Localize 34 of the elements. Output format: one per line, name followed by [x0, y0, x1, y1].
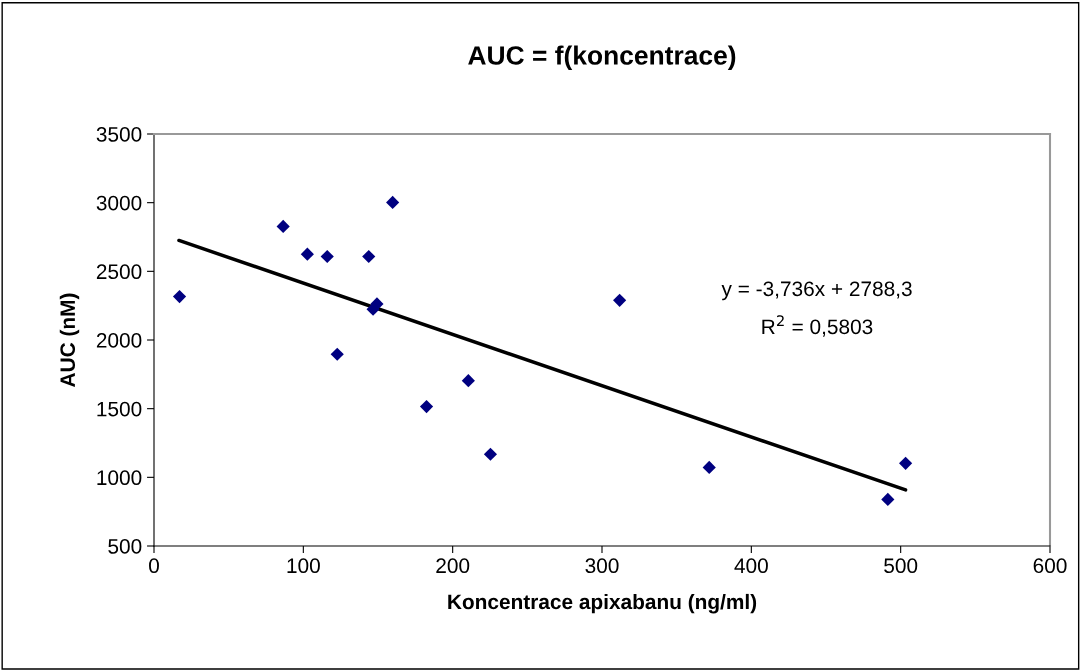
point [276, 219, 290, 234]
point [881, 492, 895, 507]
point [366, 302, 380, 316]
point [613, 293, 627, 307]
point [702, 460, 716, 475]
chart-title: AUC = f(koncentrace) [468, 45, 736, 71]
x-tick-label: 500 [884, 558, 918, 574]
x-axis-title: Koncentrace apixabanu (ng/ml) [448, 593, 757, 614]
x-tick-label: 400 [734, 558, 768, 574]
x-tick-label: 300 [585, 558, 619, 574]
y-axis-title: AUC (nM) [59, 293, 80, 387]
y-tick-label: 3500 [96, 127, 142, 142]
point [483, 447, 498, 461]
y-tick-label: 2000 [96, 333, 142, 348]
point [330, 347, 344, 361]
point [461, 374, 475, 388]
point [899, 456, 913, 470]
x-tick-label: 200 [436, 558, 470, 574]
y-tick-label: 2500 [96, 264, 142, 280]
x-tick-label: 100 [287, 558, 320, 574]
y-tick-label: 500 [108, 539, 142, 554]
annotation: y = -3,736x + 2788,3 [721, 281, 912, 301]
point [300, 247, 314, 261]
point [320, 249, 334, 264]
point [362, 249, 376, 264]
point [419, 400, 434, 414]
point [386, 195, 400, 209]
y-tick-label: 1000 [97, 470, 142, 486]
x-tick-label: 0 [149, 558, 159, 574]
y-tick-label: 1500 [97, 401, 142, 417]
x-tick-label: 600 [1033, 558, 1067, 574]
point [172, 290, 187, 304]
annotation: R$^{2}$ = 0,5803 [762, 315, 873, 337]
y-tick-label: 3000 [96, 195, 142, 211]
